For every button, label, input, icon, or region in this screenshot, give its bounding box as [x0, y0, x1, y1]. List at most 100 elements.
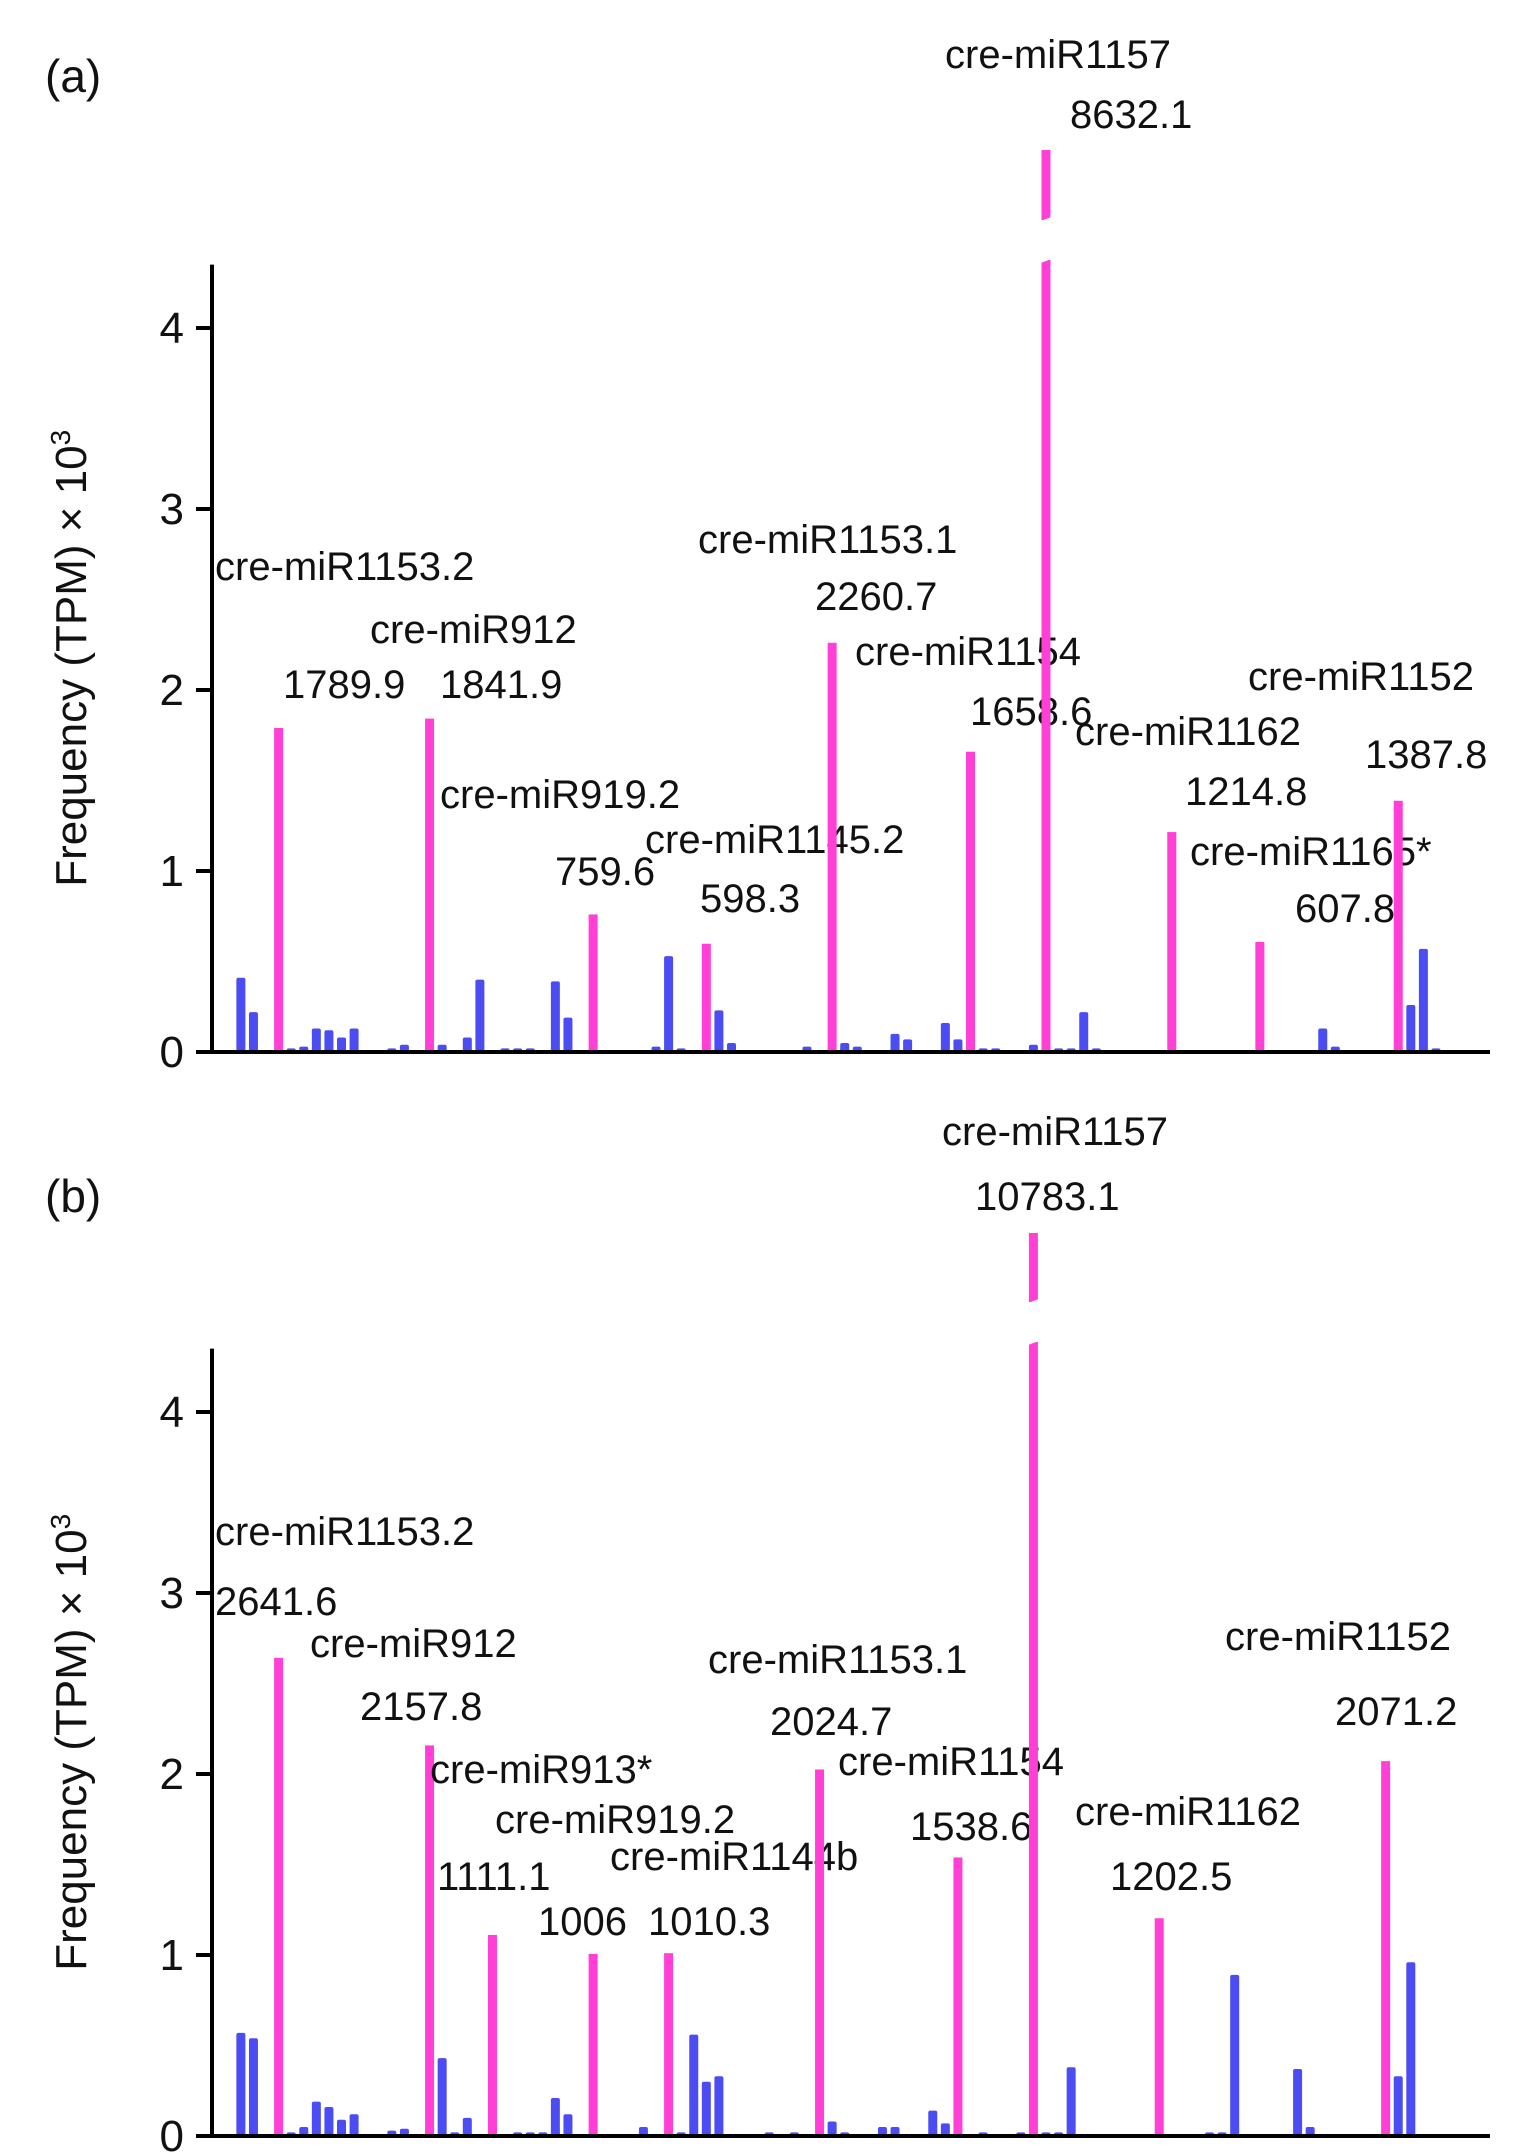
bar-name-label: cre-miR1165* — [1190, 830, 1432, 874]
bar-value-label: 1789.9 — [283, 663, 405, 707]
bar-value-label: 1387.8 — [1365, 733, 1487, 777]
bar-highlight — [1154, 1918, 1164, 2136]
bar-highlight — [815, 1769, 825, 2136]
bar-other — [638, 2126, 648, 2136]
y-tick-label: 2 — [160, 1750, 184, 1799]
bar-value-label: 8632.1 — [1070, 93, 1192, 137]
bar-value-label: 1841.9 — [440, 663, 562, 707]
bar-highlight — [1167, 832, 1177, 1052]
bar-name-label: cre-miR1153.1 — [698, 518, 957, 562]
bar-other — [877, 2126, 887, 2136]
bar-value-label: 2071.2 — [1335, 1690, 1457, 1734]
bar-value-label: 1658.6 — [970, 690, 1092, 734]
bar-other — [714, 2076, 724, 2136]
bar-other — [928, 2110, 938, 2136]
y-tick-label: 2 — [160, 666, 184, 715]
bar-value-label: 2157.8 — [360, 1685, 482, 1729]
bar-value-label: 10783.1 — [975, 1175, 1120, 1219]
bar-name-label: cre-miR1162 — [1075, 1790, 1301, 1834]
bar-other — [701, 2081, 711, 2136]
bar-value-label: 1538.6 — [910, 1805, 1032, 1849]
bar-value-label: 598.3 — [700, 877, 800, 921]
bar-other — [311, 1028, 321, 1052]
bar-highlight-upper-segment — [1028, 1233, 1038, 1302]
bar-name-label: cre-miR1154 — [838, 1740, 1064, 1784]
bar-other — [462, 1037, 472, 1052]
bar-value-label: 2641.6 — [215, 1580, 337, 1624]
bar-highlight — [1393, 800, 1403, 1052]
bar-name-label: cre-miR1157 — [942, 1110, 1168, 1154]
y-tick-label: 0 — [160, 2112, 184, 2154]
bar-other — [714, 1010, 724, 1052]
bar-other — [890, 2126, 900, 2136]
bar-other — [890, 1033, 900, 1052]
axis-break-mark — [1037, 216, 1054, 264]
bar-highlight — [1255, 941, 1265, 1052]
bar-other — [337, 2119, 347, 2136]
bar-other — [563, 1017, 573, 1052]
bar-name-label: cre-miR919.2 — [495, 1798, 735, 1842]
bar-value-label: 607.8 — [1295, 887, 1395, 931]
bar-other — [236, 2032, 246, 2136]
bar-value-label: 759.6 — [555, 850, 655, 894]
bar-value-label: 1111.1 — [437, 1855, 550, 1899]
bar-name-label: cre-miR1153.1 — [708, 1638, 967, 1682]
bar-other — [953, 1039, 963, 1052]
y-tick-label: 4 — [160, 1388, 184, 1437]
bar-value-label: 1214.8 — [1185, 770, 1307, 814]
bar-other — [1305, 2126, 1315, 2136]
bar-other — [248, 1012, 258, 1052]
bar-highlight — [487, 1934, 497, 2136]
bar-name-label: cre-miR1157 — [945, 33, 1171, 77]
bar-highlight — [664, 1953, 674, 2136]
bar-value-label: 2260.7 — [815, 575, 937, 619]
panel-b: (b) Frequency (TPM) × 103 0 1 2 3 4 cre-miR1153… — [45, 1110, 1490, 2154]
bar-other — [1079, 1012, 1089, 1052]
bar-other — [1230, 1974, 1240, 2136]
bar-other — [550, 981, 560, 1052]
bar-other — [299, 2126, 309, 2136]
bar-other — [1418, 948, 1428, 1052]
bar-other — [903, 1039, 913, 1052]
bar-highlight — [588, 914, 598, 1052]
bar-other — [324, 1030, 334, 1052]
bar-value-label: 2024.7 — [770, 1700, 892, 1744]
bar-highlight-upper-segment — [1041, 150, 1051, 220]
bar-other — [940, 1023, 950, 1052]
y-tick-label: 1 — [160, 1931, 184, 1980]
bar-name-label: cre-miR1162 — [1075, 710, 1301, 754]
bar-other — [689, 2034, 699, 2136]
bar-other — [1406, 1004, 1416, 1052]
bar-highlight — [701, 943, 711, 1052]
bar-other — [1318, 1028, 1328, 1052]
panel-a: (a) Frequency (TPM) × 103 0 1 2 3 4 cre-miR1153… — [45, 33, 1490, 1077]
bar-highlight — [953, 1857, 963, 2136]
bar-value-label: 1202.5 — [1110, 1855, 1232, 1899]
bar-name-label: cre-miR1152 — [1248, 655, 1474, 699]
y-axis-label: Frequency (TPM) × 103 — [45, 1514, 96, 1971]
y-tick-label: 3 — [160, 485, 184, 534]
bar-value-label: 1006 — [538, 1900, 627, 1944]
bar-other — [840, 1042, 850, 1052]
bar-other — [827, 2121, 837, 2136]
bar-other — [349, 1028, 359, 1052]
y-tick-label: 1 — [160, 847, 184, 896]
bar-other — [563, 2114, 573, 2136]
bar-other — [664, 956, 674, 1052]
panel-label: (b) — [45, 1170, 101, 1222]
bar-name-label: cre-miR1153.2 — [215, 1510, 474, 1554]
bar-other — [550, 2097, 560, 2136]
bar-name-label: cre-miR912 — [370, 608, 577, 652]
bar-other — [437, 2058, 447, 2136]
bar-other — [475, 979, 485, 1052]
bar-other — [940, 2123, 950, 2136]
bar-name-label: cre-miR912 — [310, 1622, 517, 1666]
bar-other — [337, 1037, 347, 1052]
bar-name-label: cre-miR913* — [430, 1748, 652, 1792]
y-axis-label: Frequency (TPM) × 103 — [45, 430, 96, 887]
y-tick-label: 4 — [160, 304, 184, 353]
bar-other — [462, 2117, 472, 2136]
bar-other — [324, 2107, 334, 2136]
bar-highlight — [274, 1657, 284, 2136]
bar-value-label: 1010.3 — [648, 1900, 770, 1944]
